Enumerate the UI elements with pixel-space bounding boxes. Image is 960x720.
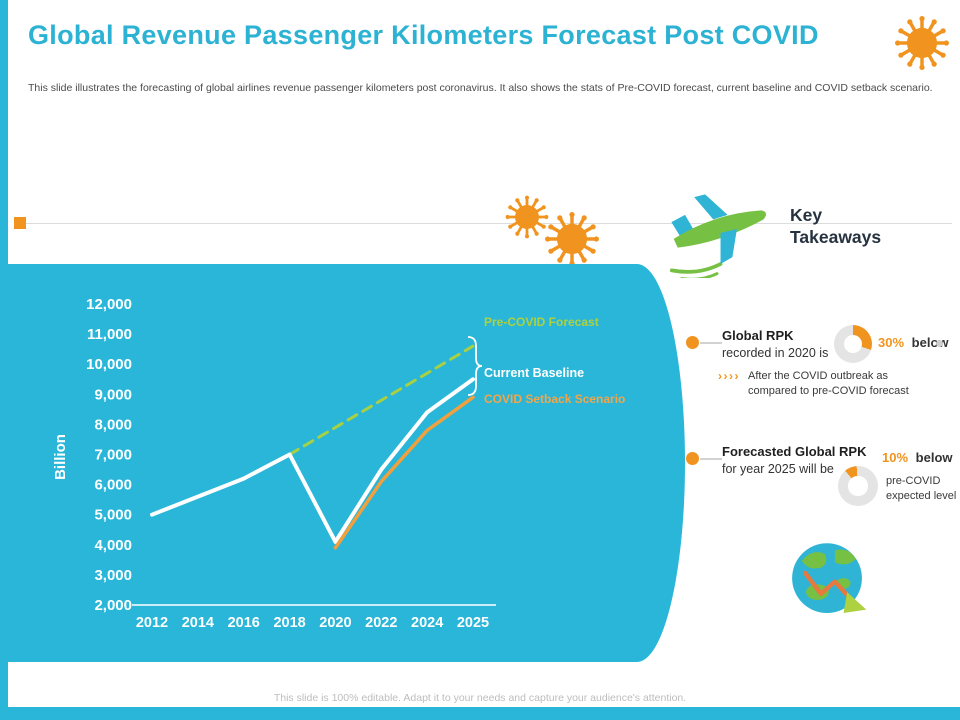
x-tick-label: 2025 bbox=[457, 615, 489, 631]
x-tick-label: 2016 bbox=[228, 615, 260, 631]
takeaway1-note: After the COVID outbreak as compared to … bbox=[748, 370, 909, 397]
series-pre-covid-forecast bbox=[288, 344, 475, 456]
left-accent-bar bbox=[0, 0, 8, 720]
y-tick-label: 9,000 bbox=[94, 386, 132, 403]
y-tick-label: 10,000 bbox=[86, 356, 132, 373]
key-takeaways-heading: Key Takeaways bbox=[790, 205, 882, 247]
takeaway1-subtitle: recorded in 2020 is bbox=[722, 346, 829, 360]
airplane-icon bbox=[669, 194, 767, 278]
section-divider bbox=[16, 223, 952, 224]
y-tick-label: 8,000 bbox=[94, 416, 132, 433]
y-tick-label: 12,000 bbox=[86, 296, 132, 313]
series-label-pre-covid-forecast: Pre-COVID Forecast bbox=[484, 315, 599, 329]
donut-chart-30-percent bbox=[834, 325, 872, 363]
chart-panel bbox=[8, 264, 685, 662]
timeline-dot-icon bbox=[686, 336, 699, 349]
series-label-covid-setback: COVID Setback Scenario bbox=[484, 392, 626, 406]
rpk-line-chart: 12,000 11,000 10,000 9,000 8,000 7,000 6,000 5,… bbox=[86, 296, 496, 631]
divider-accent-square-icon bbox=[14, 217, 26, 229]
x-tick-label: 2018 bbox=[273, 615, 305, 631]
timeline-end-dot-icon bbox=[936, 340, 943, 347]
x-tick-label: 2012 bbox=[136, 615, 168, 631]
chevrons-icon: ›››› bbox=[718, 369, 740, 383]
curly-brace bbox=[467, 336, 483, 396]
x-tick-label: 2014 bbox=[182, 615, 214, 631]
timeline-dot-icon bbox=[686, 452, 699, 465]
footer-note: This slide is 100% editable. Adapt it to… bbox=[273, 692, 687, 704]
x-tick-label: 2022 bbox=[365, 615, 397, 631]
donut-chart-10-percent bbox=[838, 466, 878, 506]
y-tick-label: 4,000 bbox=[94, 537, 132, 554]
takeaway2-subtitle: for year 2025 will be bbox=[722, 462, 834, 476]
series-label-current-baseline: Current Baseline bbox=[484, 366, 585, 380]
y-tick-label: 7,000 bbox=[94, 447, 132, 464]
globe-decline-icon bbox=[792, 543, 867, 614]
timeline-connector bbox=[700, 342, 722, 344]
takeaway2-title: Forecasted Global RPK bbox=[722, 444, 867, 459]
coronavirus-icon bbox=[545, 212, 599, 266]
bottom-accent-bar bbox=[0, 707, 960, 720]
y-tick-label: 3,000 bbox=[94, 567, 132, 584]
slide-subtitle: This slide illustrates the forecasting o… bbox=[28, 82, 933, 94]
series-current-baseline bbox=[150, 377, 475, 544]
takeaway1-title: Global RPK bbox=[722, 328, 794, 343]
y-tick-label: 2,000 bbox=[94, 597, 132, 614]
coronavirus-icon bbox=[895, 16, 949, 70]
y-tick-label: 5,000 bbox=[94, 507, 132, 524]
timeline-connector bbox=[700, 458, 722, 460]
x-tick-label: 2024 bbox=[411, 615, 443, 631]
kpi-suffix: below bbox=[915, 450, 953, 465]
x-tick-label: 2020 bbox=[319, 615, 351, 631]
takeaway1-kpi: 30% below bbox=[878, 335, 949, 350]
kpi-percent-value: 10% bbox=[882, 450, 909, 465]
page-title: Global Revenue Passenger Kilometers Fore… bbox=[28, 20, 819, 50]
takeaway2-note: pre-COVID expected level bbox=[886, 475, 957, 502]
series-covid-setback-scenario bbox=[333, 395, 475, 550]
takeaway2-kpi: 10% below bbox=[882, 450, 953, 465]
y-tick-label: 6,000 bbox=[94, 477, 132, 494]
y-tick-label: 11,000 bbox=[87, 326, 132, 343]
coronavirus-icon bbox=[505, 195, 549, 239]
kpi-percent-value: 30% bbox=[878, 335, 905, 350]
